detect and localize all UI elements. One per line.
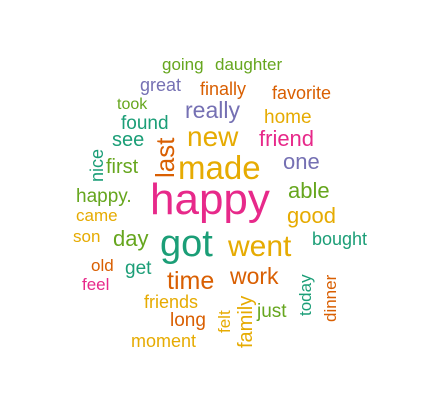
- word-long: long: [170, 310, 206, 331]
- word-son: son: [73, 227, 100, 246]
- word-great: great: [140, 75, 181, 95]
- word-home: home: [264, 107, 312, 128]
- word-able: able: [288, 178, 330, 203]
- word-new: new: [187, 121, 239, 152]
- word-cloud-words: going daughter great finally favorite took rea…: [73, 55, 367, 351]
- word-really: really: [185, 97, 240, 123]
- word-dinner: dinner: [321, 274, 340, 322]
- word-first: first: [106, 156, 139, 178]
- word-took: took: [117, 96, 148, 113]
- word-finally: finally: [200, 79, 246, 99]
- word-bought: bought: [312, 229, 367, 249]
- word-today: today: [296, 274, 315, 316]
- word-felt: felt: [215, 310, 234, 333]
- word-friends: friends: [144, 292, 198, 312]
- word-came: came: [76, 206, 118, 225]
- word-one: one: [283, 149, 320, 174]
- word-feel: feel: [82, 275, 109, 294]
- word-family: family: [235, 296, 257, 348]
- word-nice: nice: [87, 149, 107, 182]
- word-found: found: [121, 113, 169, 134]
- word-friend: friend: [259, 126, 314, 151]
- word-favorite: favorite: [272, 83, 331, 103]
- word-went: went: [227, 230, 292, 263]
- word-happy: happy: [150, 175, 270, 224]
- word-daughter: daughter: [215, 55, 282, 74]
- word-time: time: [167, 267, 214, 295]
- word-last: last: [150, 137, 180, 178]
- word-get: get: [125, 258, 152, 279]
- word-day: day: [113, 226, 148, 251]
- word-going: going: [162, 55, 204, 74]
- word-made: made: [178, 149, 261, 186]
- word-just: just: [256, 301, 287, 322]
- word-moment: moment: [131, 331, 196, 351]
- word-good: good: [287, 203, 336, 228]
- word-happy-period: happy.: [76, 186, 132, 207]
- word-old: old: [91, 256, 114, 275]
- word-work: work: [229, 263, 279, 289]
- word-got: got: [160, 223, 213, 265]
- word-see: see: [112, 129, 144, 151]
